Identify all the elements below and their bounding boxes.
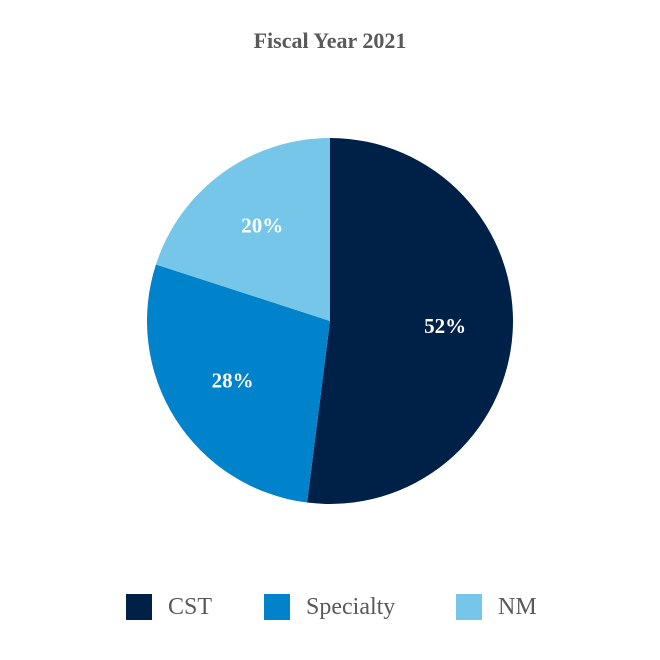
data-label-specialty: 28%: [212, 369, 254, 393]
data-label-nm: 20%: [241, 214, 283, 238]
legend: CST Specialty NM: [0, 590, 660, 624]
legend-item-cst: CST: [126, 590, 212, 624]
legend-swatch-cst: [126, 594, 152, 620]
data-label-cst: 52%: [424, 314, 466, 338]
pie-slice-cst: [307, 138, 514, 505]
legend-label-nm: NM: [498, 593, 537, 620]
pie-slice-specialty: [147, 264, 330, 503]
legend-item-specialty: Specialty: [264, 590, 395, 624]
chart-title: Fiscal Year 2021: [253, 28, 407, 53]
legend-label-specialty: Specialty: [306, 593, 396, 620]
pie-slice-nm: [155, 138, 330, 321]
legend-swatch-nm: [456, 594, 482, 620]
legend-item-nm: NM: [456, 590, 537, 624]
legend-swatch-specialty: [264, 594, 290, 620]
legend-label-cst: CST: [168, 593, 213, 620]
